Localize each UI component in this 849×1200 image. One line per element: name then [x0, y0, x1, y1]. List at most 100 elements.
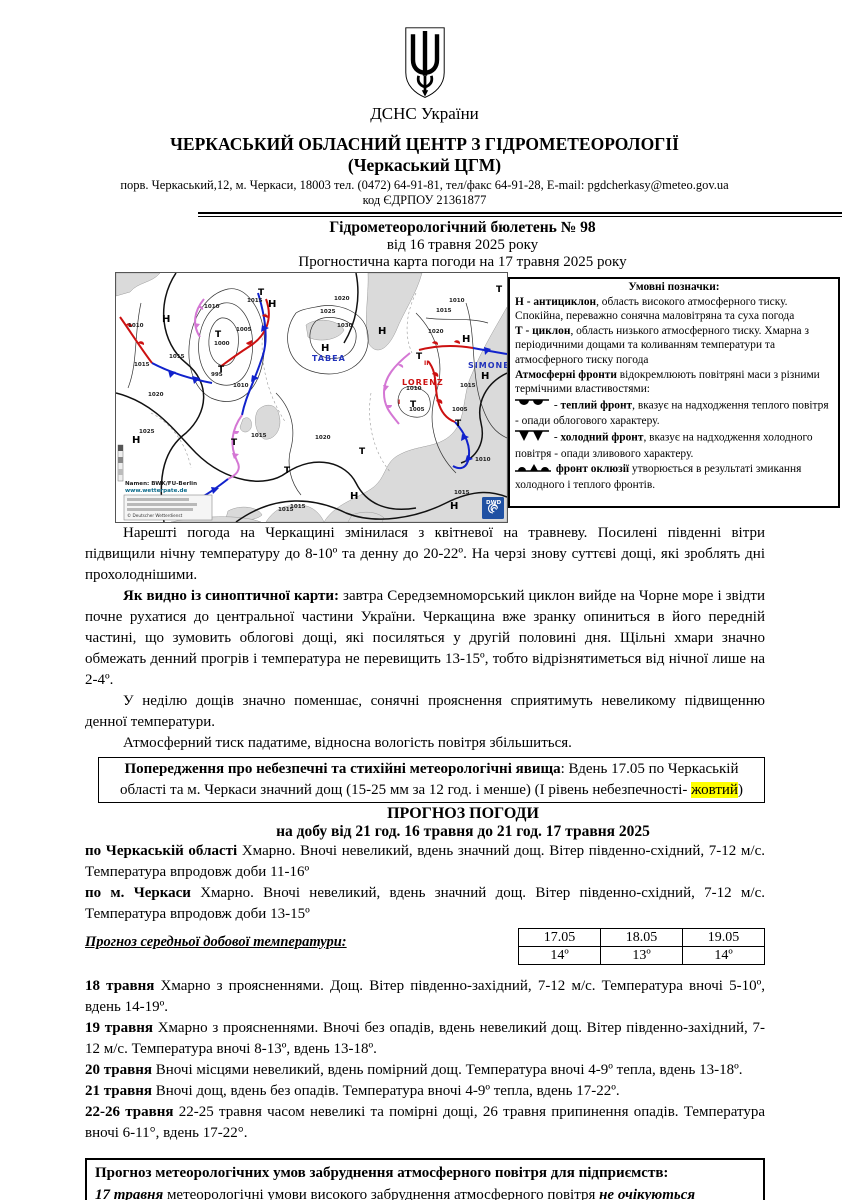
day-forecast: 22-26 травня 22-25 травня часом невеликі… — [85, 1104, 766, 1141]
dwd-logo: DWD — [482, 497, 504, 519]
svg-text:1010: 1010 — [406, 386, 422, 392]
org-address: порв. Черкаський,12, м. Черкаси, 18003 т… — [120, 178, 729, 192]
forecast-region: по Черкаській області Хмарно. Вночі неве… — [85, 843, 765, 880]
svg-text:1015: 1015 — [278, 507, 294, 513]
warm-front-icon — [515, 397, 549, 415]
svg-text:T: T — [496, 285, 503, 295]
forecast-heading: ПРОГНОЗ ПОГОДИ — [387, 805, 539, 822]
svg-text:1010: 1010 — [128, 323, 144, 329]
map-attribution-site: www.wetterpate.de — [125, 488, 188, 494]
svg-text:1015: 1015 — [134, 362, 150, 368]
svg-text:H: H — [321, 343, 329, 354]
bulletin-date: від 16 травня 2025 року — [386, 237, 539, 253]
svg-text:1010: 1010 — [233, 383, 249, 389]
legend-item-warm-front: - теплий фронт, вказує на надходження те… — [515, 397, 833, 429]
occluded-front-icon — [515, 461, 551, 478]
svg-text:1015: 1015 — [169, 354, 185, 360]
svg-text:T: T — [258, 288, 265, 298]
svg-text:1020: 1020 — [148, 392, 164, 398]
svg-text:1010: 1010 — [475, 457, 491, 463]
svg-text:1020: 1020 — [428, 329, 444, 335]
legend-item-cyclone: Т - циклон, область низького атмосферног… — [515, 324, 809, 366]
avg-temp-label: Прогноз середньої добової температури: — [85, 934, 347, 950]
synoptic-weather-map: Namen: BWK/FU-Berlin www.wetterpate.de ©… — [115, 272, 508, 523]
svg-text:T: T — [215, 330, 222, 340]
forecast-city: по м. Черкаси Хмарно. Вночі невеликий, в… — [85, 885, 765, 922]
daily-forecast-list: 18 травня Хмарно з проясненнями. Дощ. Ві… — [85, 976, 765, 1144]
day-forecast: 19 травня Хмарно з проясненнями. Вночі б… — [85, 1020, 765, 1057]
cold-front-icon — [515, 429, 549, 447]
temp-value-cell: 14º — [518, 946, 601, 965]
legend-item-anticyclone: Н - антициклон, область високого атмосфе… — [515, 295, 795, 323]
map-attribution-names: Namen: BWK/FU-Berlin — [125, 481, 197, 487]
svg-text:1000: 1000 — [214, 341, 230, 347]
svg-text:1005: 1005 — [236, 327, 252, 333]
org-edrpou: код ЄДРПОУ 21361877 — [362, 193, 487, 207]
forecast-subheading: на добу від 21 год. 16 травня до 21 год.… — [276, 823, 650, 840]
svg-text:1020: 1020 — [315, 435, 331, 441]
map-copyright: © Deutscher Wetterdienst — [127, 513, 183, 518]
warning-level-highlight: жовтий — [691, 782, 738, 798]
svg-text:H: H — [462, 334, 470, 345]
avg-temp-table: 17.05 18.05 19.05 14º 13º 14º — [518, 928, 765, 965]
synoptic-paragraph: Як видно із синоптичної карти: завтра Се… — [85, 588, 765, 688]
svg-text:1020: 1020 — [334, 296, 350, 302]
svg-text:LORENZ: LORENZ — [402, 378, 444, 387]
svg-text:1015: 1015 — [460, 383, 476, 389]
svg-text:H: H — [481, 371, 489, 382]
svg-text:1015: 1015 — [436, 308, 452, 314]
svg-text:H: H — [350, 491, 358, 502]
svg-text:1005: 1005 — [409, 407, 425, 413]
svg-text:H: H — [450, 501, 458, 512]
ukraine-trident-emblem — [404, 27, 445, 98]
svg-text:T: T — [284, 466, 291, 476]
org-short-name: (Черкаський ЦГМ) — [347, 155, 502, 175]
temp-date-cell: 18.05 — [600, 928, 683, 947]
svg-text:1015: 1015 — [251, 433, 267, 439]
svg-text:H: H — [378, 326, 386, 337]
temp-value-cell: 14º — [682, 946, 765, 965]
svg-text:1030: 1030 — [337, 323, 353, 329]
sunday-paragraph: У неділю дощів значно поменшає, сонячні … — [85, 693, 765, 730]
pollution-title: Прогноз метеорологічних умов забруднення… — [95, 1165, 669, 1181]
map-grayscale-strip — [117, 444, 124, 482]
temp-table-values-row: 14º 13º 14º — [518, 946, 765, 965]
svg-text:T: T — [218, 365, 225, 375]
svg-text:1025: 1025 — [320, 309, 336, 315]
svg-text:H: H — [162, 314, 170, 325]
svg-text:DWD: DWD — [486, 500, 502, 506]
intro-paragraph: Нарешті погода на Черкащині змінилася з … — [85, 525, 765, 583]
agency-name: ДСНС України — [370, 104, 479, 123]
svg-text:1015: 1015 — [290, 504, 306, 510]
map-legend: Умовні позначки: Н - антициклон, область… — [508, 277, 840, 508]
map-info-box: © Deutscher Wetterdienst — [123, 494, 213, 521]
legend-item-cold-front: - холодний фронт, вказує на надходження … — [515, 429, 833, 461]
svg-text:1005: 1005 — [452, 407, 468, 413]
day-forecast: 20 травня Вночі місцями невеликий, вдень… — [85, 1062, 743, 1078]
svg-text:995: 995 — [211, 372, 223, 378]
legend-item-occluded-front: фронт оклюзії утворюється в результаті з… — [515, 461, 802, 491]
map-section: Namen: BWK/FU-Berlin www.wetterpate.de ©… — [0, 271, 849, 523]
svg-text:1015: 1015 — [454, 490, 470, 496]
svg-text:H: H — [268, 299, 276, 310]
svg-text:T: T — [416, 352, 423, 362]
svg-text:SIMONE: SIMONE — [468, 361, 508, 370]
org-name: ЧЕРКАСЬКИЙ ОБЛАСНИЙ ЦЕНТР З ГІДРОМЕТЕОРО… — [170, 134, 679, 154]
svg-text:1010: 1010 — [204, 304, 220, 310]
temp-value-cell: 13º — [600, 946, 683, 965]
pressure-paragraph: Атмосферний тиск падатиме, відносна воло… — [123, 735, 572, 751]
pollution-text: 17 травня метеорологічні умови високого … — [95, 1187, 696, 1200]
svg-text:H: H — [132, 435, 140, 446]
header-divider — [198, 212, 842, 217]
svg-text:II: II — [424, 360, 428, 367]
svg-text:1025: 1025 — [139, 429, 155, 435]
temp-date-cell: 17.05 — [518, 928, 601, 947]
svg-text:T: T — [231, 438, 238, 448]
svg-text:1010: 1010 — [449, 298, 465, 304]
svg-text:1015: 1015 — [247, 298, 263, 304]
svg-text:TABEA: TABEA — [312, 354, 346, 363]
svg-text:T: T — [455, 419, 462, 429]
day-forecast: 18 травня Хмарно з проясненнями. Дощ. Ві… — [85, 978, 765, 1015]
legend-item-fronts: Атмосферні фронти відокремлюють повітрян… — [515, 368, 820, 396]
pollution-forecast-box: Прогноз метеорологічних умов забруднення… — [85, 1158, 765, 1200]
